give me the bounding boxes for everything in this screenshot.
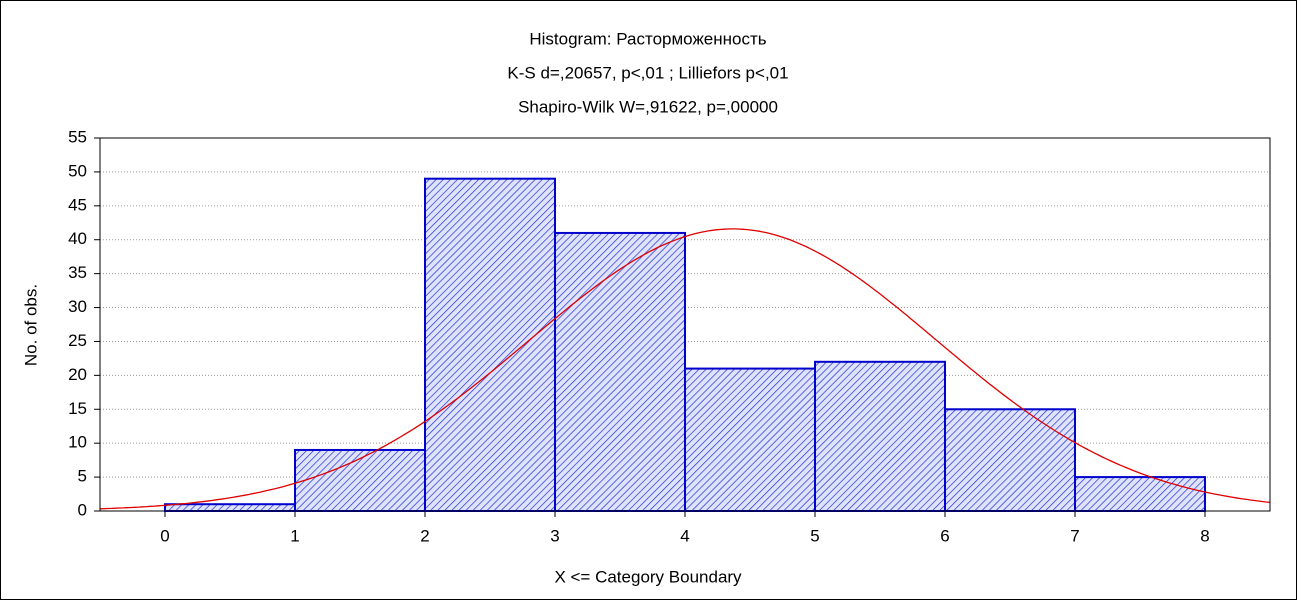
x-tick-label: 0: [160, 526, 169, 545]
x-tick-label: 8: [1200, 526, 1209, 545]
y-tick-label: 55: [68, 127, 87, 146]
bar: [814, 360, 946, 512]
y-tick-label: 30: [68, 297, 87, 316]
bar: [944, 408, 1076, 513]
x-tick-label: 4: [680, 526, 689, 545]
y-tick-label: 10: [68, 433, 87, 452]
x-tick-label: 1: [290, 526, 299, 545]
bar: [164, 503, 296, 512]
x-tick-label: 5: [810, 526, 819, 545]
x-tick-label: 6: [940, 526, 949, 545]
y-tick-label: 5: [78, 467, 87, 486]
y-axis-label: No. of obs.: [21, 284, 40, 366]
bar: [1074, 476, 1206, 513]
normal-fit: [99, 228, 1271, 510]
y-tick-label: 0: [78, 500, 87, 519]
chart-subtitle: K-S d=,20657, p<,01 ; Lilliefors p<,01: [507, 63, 788, 82]
y-tick-label: 35: [68, 263, 87, 282]
x-tick-label: 7: [1070, 526, 1079, 545]
bar: [424, 177, 556, 512]
y-tick-label: 25: [68, 331, 87, 350]
y-tick-label: 50: [68, 161, 87, 180]
chart-subtitle: Shapiro-Wilk W=,91622, p=,00000: [518, 97, 778, 116]
bar: [684, 367, 816, 512]
y-tick-label: 20: [68, 365, 87, 384]
bar: [554, 231, 686, 512]
y-tick-label: 15: [68, 399, 87, 418]
x-tick-label: 3: [550, 526, 559, 545]
x-axis-label: X <= Category Boundary: [554, 567, 742, 586]
chart-title: Histogram: Расторможенность: [529, 29, 766, 48]
y-tick-label: 40: [68, 229, 87, 248]
x-tick-label: 2: [420, 526, 429, 545]
y-tick-label: 45: [68, 195, 87, 214]
plot-area: [99, 137, 1271, 512]
